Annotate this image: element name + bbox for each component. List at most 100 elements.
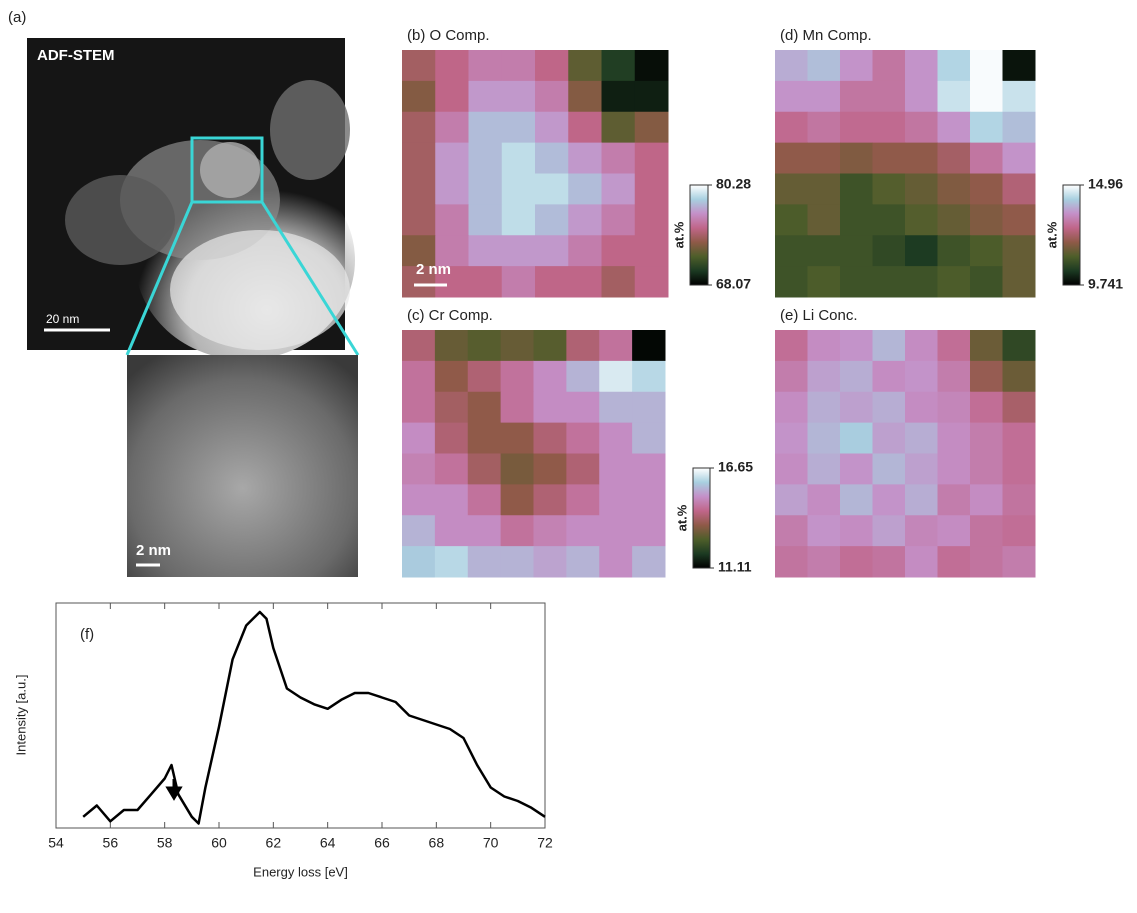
map-cell [872,391,906,424]
x-tick-label: 68 [429,835,445,851]
map-cell [402,235,436,267]
colorbar-tick-label: 14.96 [1088,176,1123,192]
map-cell [937,515,971,547]
map-cell [468,173,503,205]
map-cell [601,266,636,298]
map-cell [970,330,1003,362]
map-cell [599,453,633,485]
x-tick-label: 62 [266,835,282,851]
map-cell [634,142,669,174]
map-cell [775,330,808,362]
map-title: (e) Li Conc. [780,307,858,324]
map-cell [634,50,669,82]
map-cell [467,546,502,578]
map-cell [775,391,808,424]
map-cell [905,80,938,113]
map-cell [599,330,633,362]
map-cell [970,515,1003,547]
map-cell [533,453,567,485]
map-cell [634,80,669,113]
map-cell [937,204,971,236]
map-cell [840,546,873,578]
map-cell [1002,173,1036,205]
map-cell [807,80,841,113]
map-cell [775,50,808,82]
map-cell [1002,546,1036,578]
map-cell [807,484,841,516]
map-cell [840,330,873,362]
map-cell [840,515,873,547]
map-cell [467,422,502,454]
map-cell [775,422,808,454]
map-cell [840,360,873,393]
map-cell [872,173,906,205]
colorbar [689,184,709,286]
map-cell [807,173,841,205]
zoom-line [125,201,194,356]
panel-label: (a) [8,9,26,26]
map-cell [937,422,971,454]
map-cell [566,484,600,516]
map-cell [634,204,669,236]
map-cell [566,360,600,393]
map-cell [435,235,469,267]
map-cell [872,111,906,144]
map-cell [599,422,633,454]
map-cell [840,266,873,298]
map-cell [872,360,906,393]
map-cell [937,173,971,205]
map-cell [905,330,938,362]
map-cell [905,360,938,393]
map-cell [435,50,469,82]
x-tick-label: 64 [320,835,336,851]
map-cell [434,484,469,516]
map-cell [632,515,666,547]
map-cell [840,142,873,174]
map-cell [840,453,873,485]
spectrum-line [82,610,546,825]
map-cell [872,142,906,174]
x-tick-label: 66 [374,835,390,851]
map-cell [807,515,841,547]
map-cell [905,173,938,205]
map-cell [533,484,567,516]
map-cell [402,80,436,113]
map-cell [970,50,1003,82]
map-cell [937,453,971,485]
map-cell [970,235,1003,267]
map-cell [533,422,567,454]
colorbar-tick-label: 11.11 [718,559,752,575]
map-cell [468,111,503,144]
map-cell [468,142,503,174]
map-cell [970,453,1003,485]
colorbar-tick-label: 68.07 [716,276,751,292]
map-cell [500,546,534,578]
map-cell [533,546,567,578]
map-cell [775,484,808,516]
map-cell [775,173,808,205]
map-cell [905,546,938,578]
map-cell [500,515,534,547]
map-cell [872,330,906,362]
map-cell [434,422,469,454]
map-cell [872,235,906,267]
panel-label: (f) [80,626,94,643]
plot-frame [55,602,546,829]
map-cell [807,360,841,393]
map-cell [937,142,971,174]
map-cell [937,484,971,516]
map-cell [568,142,602,174]
colorbar-unit: at.% [1044,221,1059,248]
zoom-line [260,201,360,356]
map-cell [807,266,841,298]
map-cell [1002,266,1036,298]
map-cell [568,111,602,144]
map-cell [905,111,938,144]
map-cell [634,111,669,144]
map-cell [970,204,1003,236]
map-cell [775,235,808,267]
map-cell [807,204,841,236]
map-cell [937,235,971,267]
map-cell [535,111,569,144]
